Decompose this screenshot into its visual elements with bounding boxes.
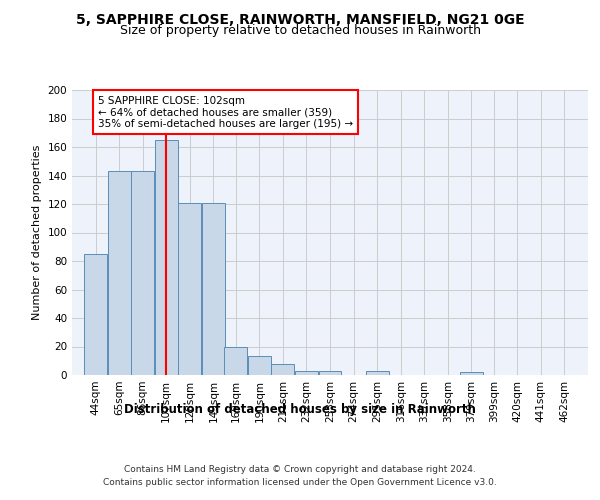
Bar	[107, 171, 131, 375]
Y-axis label: Number of detached properties: Number of detached properties	[32, 145, 42, 320]
Bar	[295, 370, 318, 375]
Bar	[248, 356, 271, 375]
Text: Size of property relative to detached houses in Rainworth: Size of property relative to detached ho…	[119, 24, 481, 37]
Bar	[319, 370, 341, 375]
Bar	[155, 140, 178, 375]
Bar	[84, 254, 107, 375]
Text: 5 SAPPHIRE CLOSE: 102sqm
← 64% of detached houses are smaller (359)
35% of semi-: 5 SAPPHIRE CLOSE: 102sqm ← 64% of detach…	[98, 96, 353, 129]
Bar	[224, 346, 247, 375]
Bar	[365, 370, 389, 375]
Bar	[178, 202, 201, 375]
Text: Contains HM Land Registry data © Crown copyright and database right 2024.
Contai: Contains HM Land Registry data © Crown c…	[103, 465, 497, 487]
Bar	[131, 171, 154, 375]
Text: Distribution of detached houses by size in Rainworth: Distribution of detached houses by size …	[124, 402, 476, 415]
Bar	[202, 202, 225, 375]
Bar	[271, 364, 295, 375]
Text: 5, SAPPHIRE CLOSE, RAINWORTH, MANSFIELD, NG21 0GE: 5, SAPPHIRE CLOSE, RAINWORTH, MANSFIELD,…	[76, 12, 524, 26]
Bar	[460, 372, 483, 375]
